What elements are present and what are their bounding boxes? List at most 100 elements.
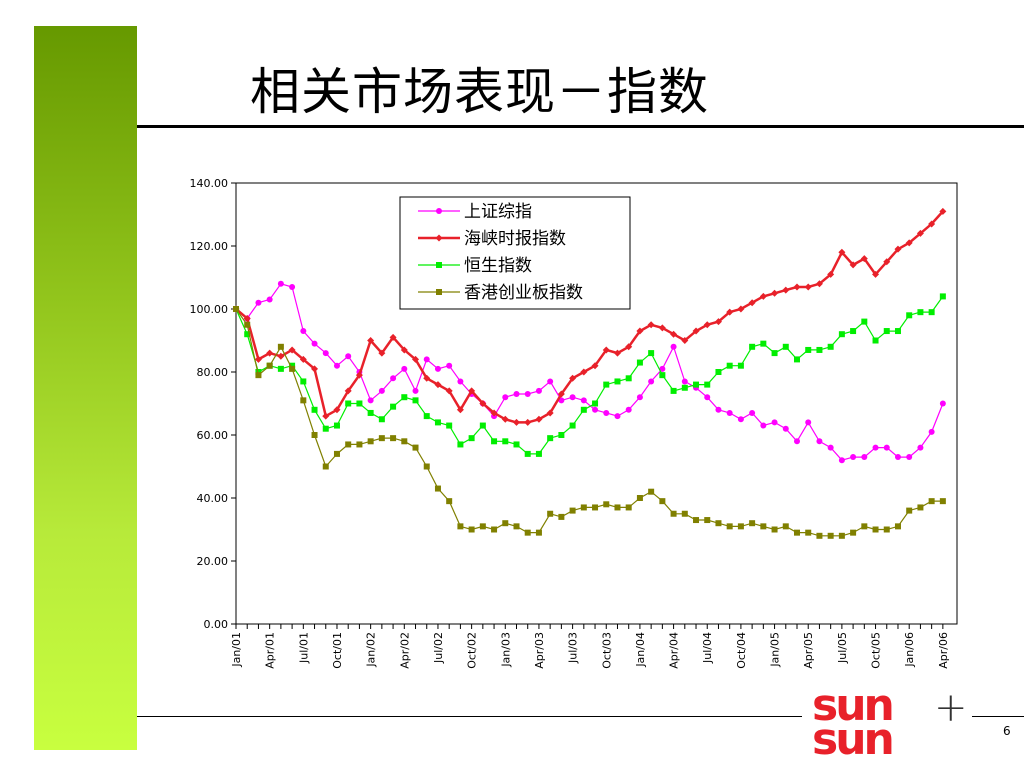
data-point bbox=[333, 362, 340, 369]
data-point bbox=[423, 413, 430, 420]
data-point bbox=[816, 346, 823, 353]
data-point bbox=[883, 444, 890, 451]
data-point bbox=[659, 372, 666, 379]
data-point bbox=[513, 523, 520, 530]
legend-marker bbox=[435, 234, 443, 242]
data-point bbox=[748, 299, 756, 307]
data-point bbox=[850, 328, 857, 335]
data-point bbox=[805, 346, 812, 353]
legend-label: 海峡时报指数 bbox=[464, 229, 566, 249]
data-point bbox=[445, 387, 453, 395]
data-point bbox=[322, 350, 329, 357]
data-point bbox=[378, 435, 385, 442]
data-point bbox=[906, 312, 913, 319]
data-point bbox=[939, 207, 947, 215]
data-point bbox=[546, 409, 554, 417]
data-point bbox=[524, 391, 531, 398]
data-point bbox=[860, 255, 868, 263]
data-point bbox=[894, 454, 901, 461]
x-tick-label: Oct/01 bbox=[331, 632, 344, 669]
data-point bbox=[692, 327, 700, 335]
data-point bbox=[850, 454, 857, 461]
data-point bbox=[367, 397, 374, 404]
data-point bbox=[872, 337, 879, 344]
data-point bbox=[591, 362, 599, 370]
data-point bbox=[468, 435, 475, 442]
data-point bbox=[681, 510, 688, 517]
data-point bbox=[681, 384, 688, 391]
data-point bbox=[456, 406, 464, 414]
data-point bbox=[535, 450, 542, 457]
data-point bbox=[816, 532, 823, 539]
data-point bbox=[580, 368, 588, 376]
data-point bbox=[592, 406, 599, 413]
data-point bbox=[592, 400, 599, 407]
data-point bbox=[917, 444, 924, 451]
data-point bbox=[861, 523, 868, 530]
data-point bbox=[827, 532, 834, 539]
data-point bbox=[423, 374, 431, 382]
data-point bbox=[412, 397, 419, 404]
data-point bbox=[401, 394, 408, 401]
data-point bbox=[311, 365, 319, 373]
data-point bbox=[883, 526, 890, 533]
data-point bbox=[771, 350, 778, 357]
data-point bbox=[479, 422, 486, 429]
data-point bbox=[502, 520, 509, 527]
data-point bbox=[917, 504, 924, 511]
data-point bbox=[872, 526, 879, 533]
data-point bbox=[457, 378, 464, 385]
data-point bbox=[715, 520, 722, 527]
data-point bbox=[479, 400, 487, 407]
data-point bbox=[602, 346, 610, 354]
data-point bbox=[277, 365, 284, 372]
data-point bbox=[714, 318, 722, 326]
data-point bbox=[277, 352, 285, 360]
data-point bbox=[266, 296, 273, 303]
data-point bbox=[580, 397, 587, 404]
data-point bbox=[794, 438, 800, 445]
legend-entry: 恒生指数 bbox=[418, 256, 532, 276]
data-point bbox=[446, 498, 453, 505]
y-tick-label: 120.00 bbox=[190, 240, 229, 253]
data-point bbox=[849, 261, 857, 269]
data-point bbox=[277, 280, 284, 287]
data-point bbox=[883, 328, 890, 335]
data-point bbox=[491, 438, 498, 445]
data-point bbox=[390, 375, 397, 382]
data-point bbox=[636, 394, 643, 401]
data-point bbox=[378, 416, 385, 423]
data-point bbox=[333, 406, 341, 414]
data-point bbox=[805, 419, 812, 426]
footer-rule-right bbox=[972, 716, 1024, 717]
data-point bbox=[928, 498, 935, 505]
data-point bbox=[513, 418, 520, 426]
data-point bbox=[311, 406, 318, 413]
series-3 bbox=[233, 293, 946, 457]
data-point bbox=[648, 378, 655, 385]
data-point bbox=[636, 359, 643, 366]
data-point bbox=[434, 365, 441, 372]
data-point bbox=[603, 501, 610, 508]
data-point bbox=[647, 321, 655, 329]
data-point bbox=[737, 416, 744, 423]
legend-label: 香港创业板指数 bbox=[464, 283, 583, 303]
data-point bbox=[906, 454, 913, 461]
data-point bbox=[715, 369, 722, 375]
x-tick-label: Jan/06 bbox=[903, 632, 916, 668]
data-point bbox=[614, 378, 621, 385]
data-point bbox=[255, 372, 262, 379]
series-layer bbox=[232, 207, 947, 539]
data-point bbox=[838, 331, 845, 338]
legend-entry: 海峡时报指数 bbox=[418, 229, 566, 249]
x-tick-label: Oct/03 bbox=[600, 632, 613, 669]
data-point bbox=[558, 432, 565, 438]
data-point bbox=[457, 441, 464, 448]
y-tick-label: 0.00 bbox=[204, 618, 229, 631]
x-tick-label: Apr/04 bbox=[668, 632, 681, 669]
data-point bbox=[289, 365, 296, 372]
x-tick-label: Jul/01 bbox=[297, 632, 310, 664]
legend-marker bbox=[436, 289, 442, 295]
data-point bbox=[625, 504, 632, 511]
data-point bbox=[916, 229, 924, 237]
